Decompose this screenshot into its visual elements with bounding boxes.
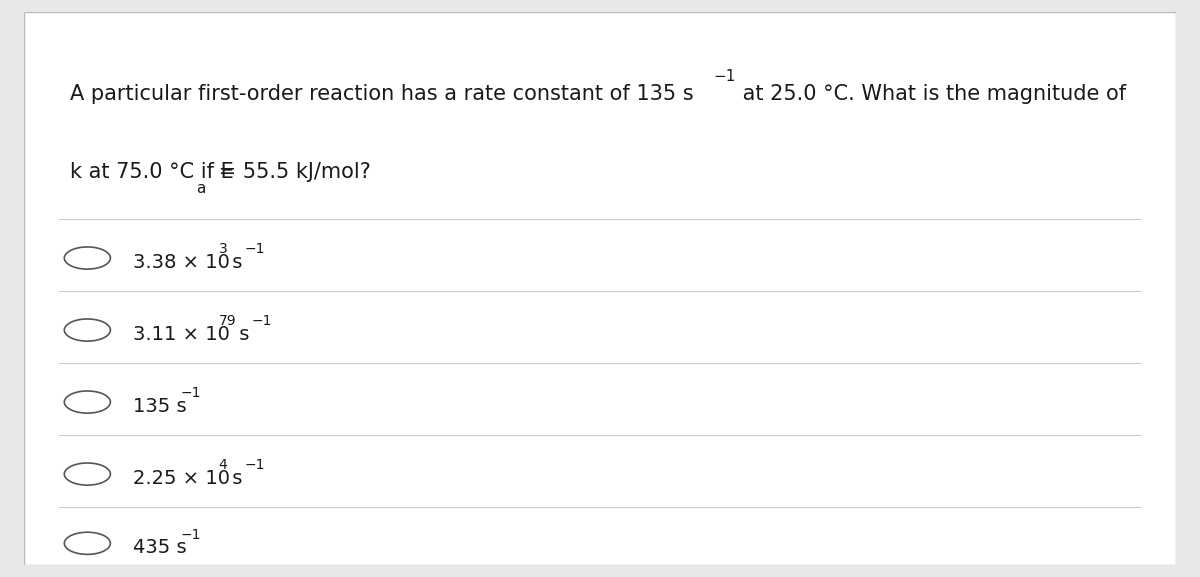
Text: 135 s: 135 s <box>133 397 187 416</box>
Text: −1: −1 <box>181 527 202 542</box>
Text: 4: 4 <box>218 458 227 473</box>
Text: −1: −1 <box>713 69 736 84</box>
Text: at 25.0 °C. What is the magnitude of: at 25.0 °C. What is the magnitude of <box>736 84 1126 104</box>
Text: A particular first-order reaction has a rate constant of 135 s: A particular first-order reaction has a … <box>70 84 694 104</box>
Text: s: s <box>226 253 242 272</box>
Text: = 55.5 kJ/mol?: = 55.5 kJ/mol? <box>211 162 371 182</box>
Text: 79: 79 <box>218 314 236 328</box>
Text: a: a <box>196 181 205 196</box>
Text: 3.11 × 10: 3.11 × 10 <box>133 325 230 344</box>
Text: −1: −1 <box>252 314 272 328</box>
Text: k at 75.0 °C if E: k at 75.0 °C if E <box>70 162 234 182</box>
Text: s: s <box>226 469 242 488</box>
Text: 3.38 × 10: 3.38 × 10 <box>133 253 230 272</box>
Text: 3: 3 <box>218 242 227 256</box>
Text: −1: −1 <box>181 387 202 400</box>
FancyBboxPatch shape <box>24 12 1176 565</box>
Text: −1: −1 <box>245 242 265 256</box>
Text: −1: −1 <box>245 458 265 473</box>
Text: 2.25 × 10: 2.25 × 10 <box>133 469 230 488</box>
Text: s: s <box>233 325 250 344</box>
Text: 435 s: 435 s <box>133 538 187 557</box>
